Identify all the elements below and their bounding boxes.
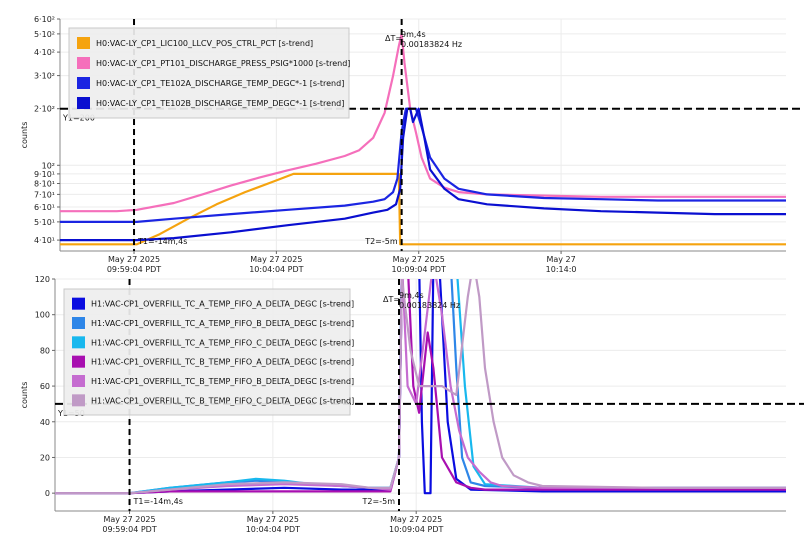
legend-entry-3: H1:VAC-CP1_OVERFILL_TC_A_TEMP_FIFO_C_DEL…	[91, 338, 354, 347]
y-tick-label: 2·10²	[34, 105, 55, 114]
series-line-2	[55, 279, 786, 495]
series-line-4	[55, 279, 786, 495]
y-tick-label: 60	[40, 382, 50, 391]
y-tick-label: 0	[45, 489, 50, 498]
legend-entry-2: H0:VAC-LY_CP1_PT101_DISCHARGE_PRESS_PSIG…	[96, 59, 350, 68]
x-tick-label-time: 10:09:04 PDT	[392, 265, 446, 274]
x-tick-label-time: 09:59:04 PDT	[102, 525, 156, 534]
y-tick-label: 10²	[42, 161, 55, 170]
delta-t-frequency: 0.00183824 Hz	[399, 301, 460, 310]
x-tick-label: May 27 2025	[393, 255, 445, 264]
cursor-t1-label: T1=-14m,4s	[133, 497, 183, 506]
legend-swatch-5	[72, 375, 85, 387]
y-tick-label: 3·10²	[34, 72, 55, 81]
legend-swatch-2	[72, 317, 85, 329]
legend-swatch-2	[77, 57, 90, 69]
y-tick-label: 7·10¹	[34, 190, 55, 199]
delta-t-label: ΔT=	[385, 34, 402, 43]
y-tick-label: 5·10¹	[34, 218, 55, 227]
delta-t-value: 9m,4s	[399, 291, 424, 300]
legend-entry-1: H1:VAC-CP1_OVERFILL_TC_A_TEMP_FIFO_A_DEL…	[91, 300, 354, 309]
y-tick-label: 20	[40, 453, 50, 462]
x-tick-label: May 27 2025	[250, 255, 302, 264]
legend: H0:VAC-LY_CP1_LIC100_LLCV_POS_CTRL_PCT […	[68, 27, 350, 119]
delta-t-label: ΔT=	[383, 295, 400, 304]
y-axis-label: counts	[20, 382, 29, 409]
series-line-1	[55, 279, 786, 495]
legend-swatch-6	[72, 394, 85, 407]
y-tick-label: 40	[40, 418, 50, 427]
cursor-t2-label: T2=-5m	[362, 497, 396, 506]
x-tick-label-time: 10:04:04 PDT	[249, 265, 303, 274]
y-tick-label: 100	[35, 311, 50, 320]
y-tick-label: 8·10¹	[34, 180, 55, 189]
x-tick-label: May 27 2025	[108, 255, 160, 264]
y-axis-label: counts	[20, 122, 29, 149]
legend-entry-3: H0:VAC-LY_CP1_TE102A_DISCHARGE_TEMP_DEGC…	[96, 79, 344, 88]
legend-entry-4: H0:VAC-LY_CP1_TE102B_DISCHARGE_TEMP_DEGC…	[96, 99, 344, 108]
y-tick-label: 9·10¹	[34, 170, 55, 179]
y-tick-label: 80	[40, 346, 50, 355]
legend-box	[68, 27, 350, 119]
legend-entry-4: H1:VAC-CP1_OVERFILL_TC_B_TEMP_FIFO_A_DEL…	[91, 358, 354, 367]
series-line-6	[55, 279, 786, 495]
x-tick-label-time: 09:59:04 PDT	[107, 265, 161, 274]
legend-entry-1: H0:VAC-LY_CP1_LIC100_LLCV_POS_CTRL_PCT […	[96, 39, 313, 48]
x-tick-label-time: 10:14:0	[546, 265, 577, 274]
legend-entry-6: H1:VAC-CP1_OVERFILL_TC_B_TEMP_FIFO_C_DEL…	[91, 396, 354, 405]
series-group	[55, 279, 786, 495]
y-tick-label: 4·10¹	[34, 236, 55, 245]
legend-box	[63, 288, 351, 416]
series-line-3	[55, 279, 786, 495]
series-line-1	[60, 172, 786, 246]
legend-swatch-3	[72, 336, 85, 349]
y-tick-label: 6·10¹	[34, 203, 55, 212]
cursor-t1-label: T1=-14m,4s	[137, 237, 187, 246]
legend-entry-5: H1:VAC-CP1_OVERFILL_TC_B_TEMP_FIFO_B_DEL…	[91, 377, 354, 386]
x-tick-label: May 27 2025	[390, 515, 442, 524]
delta-t-frequency: 0.00183824 Hz	[401, 40, 462, 49]
legend-swatch-3	[77, 77, 90, 89]
legend-entry-2: H1:VAC-CP1_OVERFILL_TC_A_TEMP_FIFO_B_DEL…	[91, 319, 354, 328]
y-tick-label: 120	[35, 275, 50, 284]
y-tick-label: 6·10²	[34, 15, 55, 24]
legend: H1:VAC-CP1_OVERFILL_TC_A_TEMP_FIFO_A_DEL…	[63, 288, 354, 416]
legend-swatch-1	[72, 297, 85, 310]
x-tick-label-time: 10:09:04 PDT	[389, 525, 443, 534]
legend-swatch-4	[72, 355, 85, 368]
legend-swatch-1	[77, 37, 90, 49]
x-tick-label-time: 10:04:04 PDT	[246, 525, 300, 534]
x-tick-label: May 27	[546, 255, 575, 264]
y-tick-label: 5·10²	[34, 30, 55, 39]
cursor-t2-label: T2=-5m	[364, 237, 398, 246]
series-line-5	[55, 279, 786, 495]
legend-swatch-4	[77, 97, 90, 109]
x-tick-label: May 27 2025	[247, 515, 299, 524]
y-tick-label: 4·10²	[34, 48, 55, 57]
x-tick-label: May 27 2025	[103, 515, 155, 524]
delta-t-value: 9m,4s	[401, 30, 426, 39]
